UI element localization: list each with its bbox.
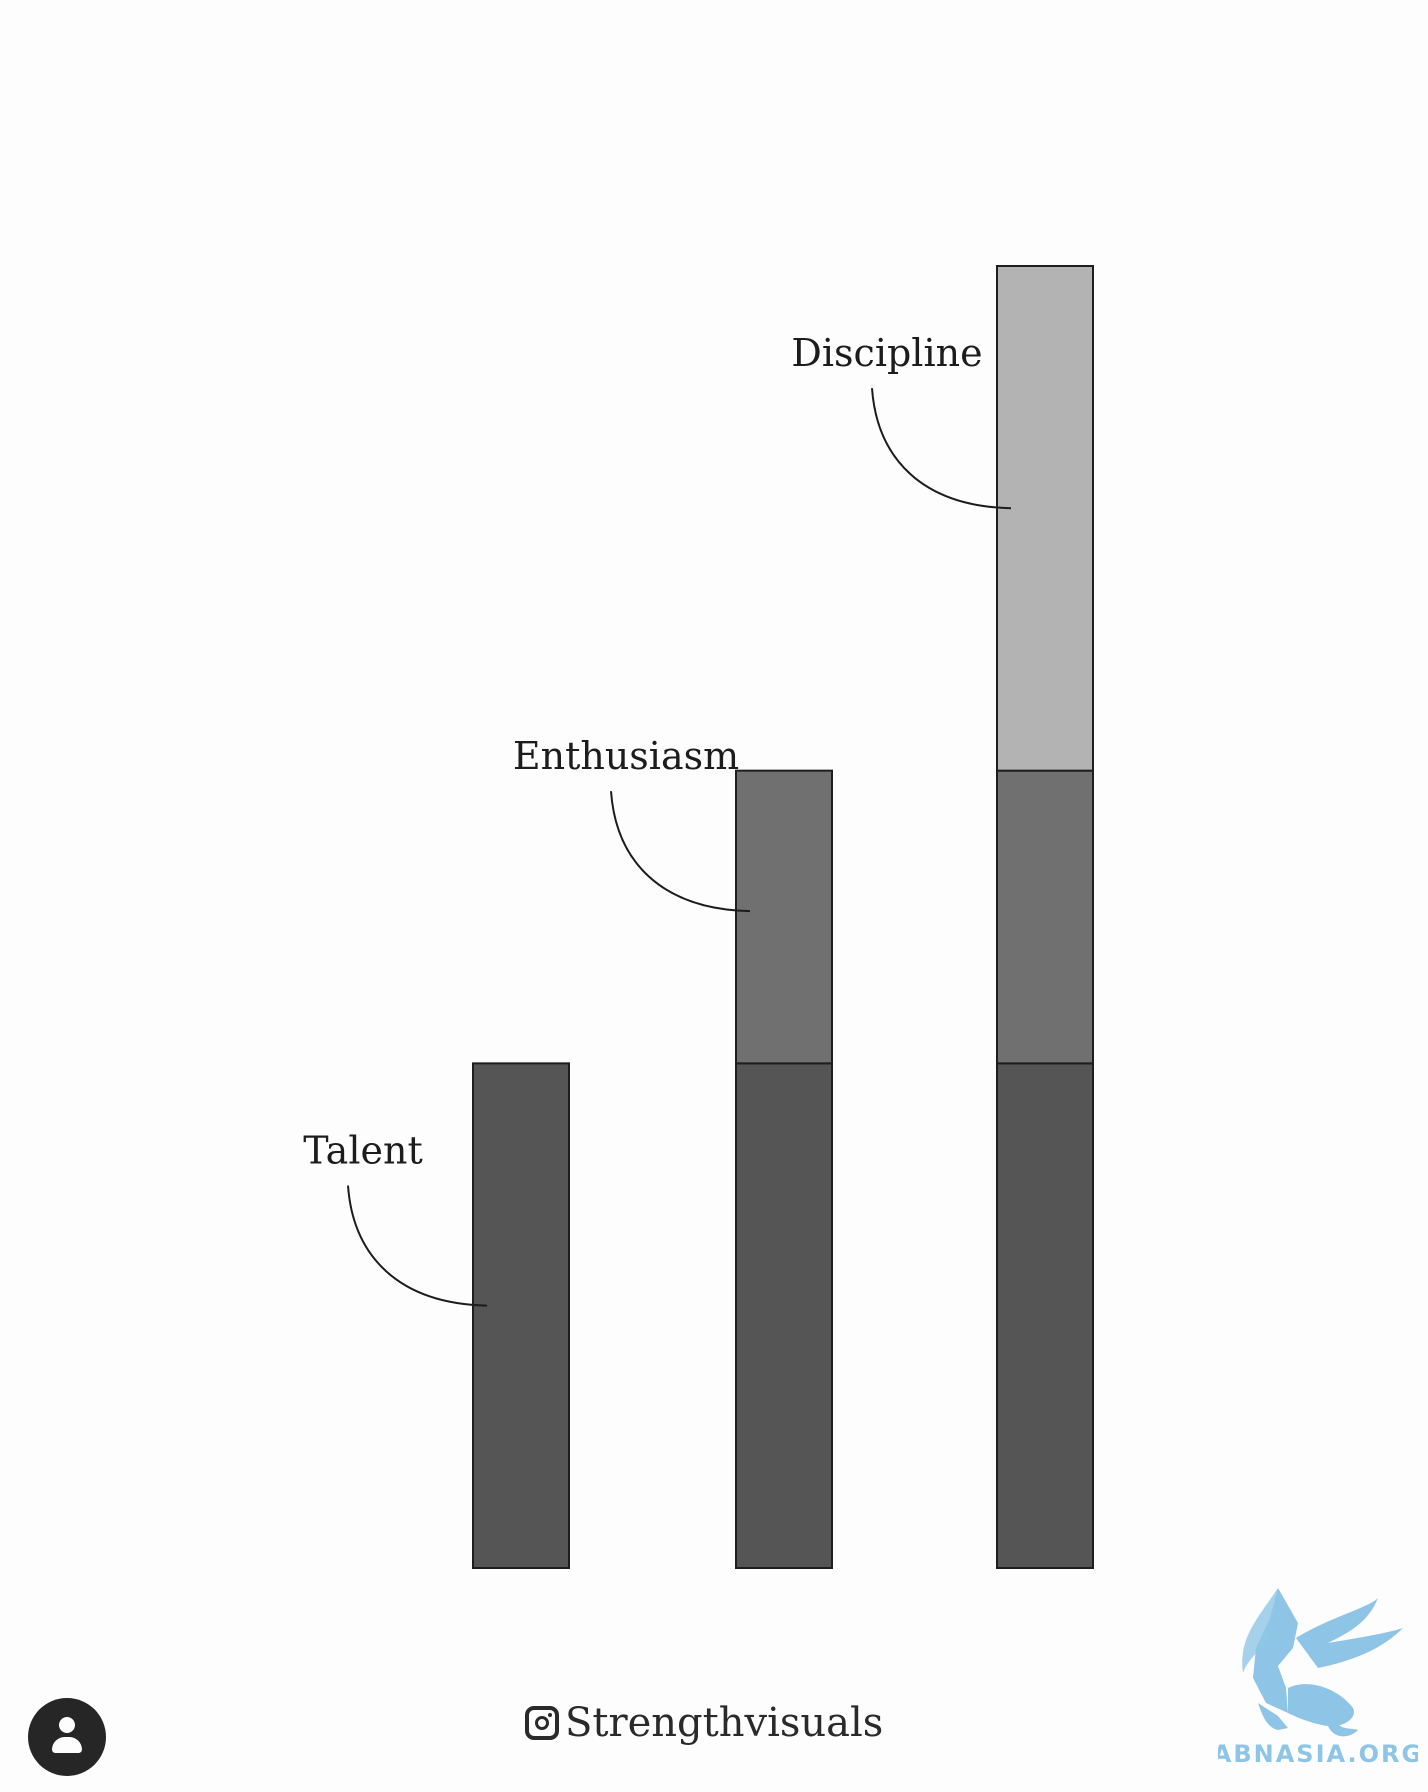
user-icon	[59, 1717, 75, 1733]
avatar-button[interactable]	[28, 1698, 106, 1776]
annotation-talent: Talent	[303, 1129, 422, 1173]
bar-2-enthusiasm	[735, 769, 833, 1065]
leader-line-enthusiasm	[610, 791, 751, 913]
bar-1-talent	[472, 1062, 570, 1570]
griffin-logo	[1242, 1588, 1403, 1737]
watermark-logo: ABNASIA.ORG	[1218, 1588, 1418, 1768]
leader-line-talent	[347, 1185, 488, 1307]
instagram-icon	[525, 1706, 559, 1740]
bar-3-discipline	[996, 265, 1094, 772]
leader-line-discipline	[871, 388, 1012, 510]
bar-3-talent	[996, 1062, 1094, 1570]
bar-2-talent	[735, 1062, 833, 1570]
bar-3-enthusiasm	[996, 769, 1094, 1065]
annotation-discipline: Discipline	[791, 331, 982, 375]
credit-handle: Strengthvisuals	[565, 1700, 884, 1746]
watermark-text: ABNASIA.ORG	[1218, 1740, 1418, 1768]
credit-line: Strengthvisuals	[525, 1700, 883, 1746]
annotation-enthusiasm: Enthusiasm	[513, 734, 739, 778]
